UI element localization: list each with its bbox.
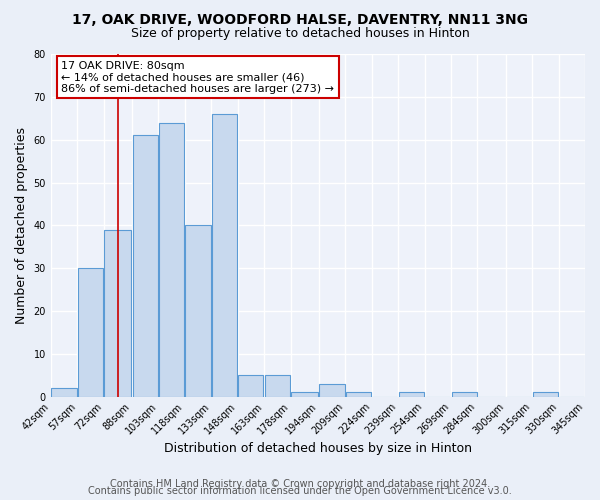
Bar bbox=[533, 392, 558, 396]
Text: 17, OAK DRIVE, WOODFORD HALSE, DAVENTRY, NN11 3NG: 17, OAK DRIVE, WOODFORD HALSE, DAVENTRY,… bbox=[72, 12, 528, 26]
Bar bbox=[265, 376, 290, 396]
Bar bbox=[185, 226, 211, 396]
Text: 17 OAK DRIVE: 80sqm
← 14% of detached houses are smaller (46)
86% of semi-detach: 17 OAK DRIVE: 80sqm ← 14% of detached ho… bbox=[61, 61, 334, 94]
X-axis label: Distribution of detached houses by size in Hinton: Distribution of detached houses by size … bbox=[164, 442, 472, 455]
Bar bbox=[238, 376, 263, 396]
Bar bbox=[291, 392, 318, 396]
Bar bbox=[346, 392, 371, 396]
Bar bbox=[212, 114, 237, 397]
Bar bbox=[52, 388, 77, 396]
Bar bbox=[319, 384, 344, 396]
Bar bbox=[452, 392, 477, 396]
Bar bbox=[399, 392, 424, 396]
Bar bbox=[133, 136, 158, 396]
Text: Contains public sector information licensed under the Open Government Licence v3: Contains public sector information licen… bbox=[88, 486, 512, 496]
Bar bbox=[104, 230, 131, 396]
Bar bbox=[159, 122, 184, 396]
Y-axis label: Number of detached properties: Number of detached properties bbox=[15, 127, 28, 324]
Bar bbox=[78, 268, 103, 396]
Text: Contains HM Land Registry data © Crown copyright and database right 2024.: Contains HM Land Registry data © Crown c… bbox=[110, 479, 490, 489]
Text: Size of property relative to detached houses in Hinton: Size of property relative to detached ho… bbox=[131, 28, 469, 40]
